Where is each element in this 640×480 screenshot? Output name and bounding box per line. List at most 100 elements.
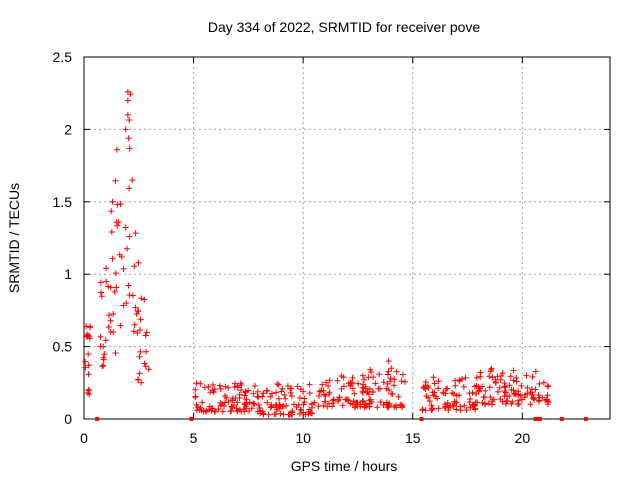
data-point (402, 378, 409, 385)
data-point (246, 407, 253, 414)
data-point (472, 406, 479, 413)
data-point (282, 395, 289, 402)
data-point (372, 380, 379, 387)
zero-value-marker (95, 417, 100, 421)
data-point (103, 265, 110, 272)
data-point (513, 375, 520, 382)
data-point (257, 407, 264, 414)
data-point (114, 201, 121, 208)
data-point (217, 385, 224, 392)
data-point (545, 383, 552, 390)
data-point (506, 382, 513, 389)
data-point (238, 382, 245, 389)
data-point (325, 382, 332, 389)
data-point (124, 88, 131, 95)
data-point (267, 404, 274, 411)
data-point (112, 270, 119, 277)
data-point (274, 380, 281, 387)
data-point (111, 288, 118, 295)
data-point (399, 371, 406, 378)
data-point (143, 329, 150, 336)
data-point (517, 392, 524, 399)
data-point (246, 399, 253, 406)
data-point (498, 372, 505, 379)
data-point (276, 402, 283, 409)
data-point (380, 402, 387, 409)
data-point (325, 400, 332, 407)
data-point (129, 177, 136, 184)
data-point (388, 390, 395, 397)
data-point (499, 370, 506, 377)
data-point (469, 389, 476, 396)
data-point (308, 400, 315, 407)
data-point (326, 391, 333, 398)
data-point (110, 310, 117, 317)
data-point (112, 177, 119, 184)
data-point (306, 406, 313, 413)
data-point (126, 292, 133, 299)
data-point (492, 379, 499, 386)
data-point (217, 402, 224, 409)
data-point (349, 379, 356, 386)
data-point (347, 400, 354, 407)
zero-value-marker (537, 417, 542, 421)
data-point (260, 410, 267, 417)
data-point (486, 384, 493, 391)
data-point (123, 300, 130, 307)
data-point (462, 374, 469, 381)
data-point (107, 317, 114, 324)
data-point (109, 255, 116, 262)
data-point (197, 404, 204, 411)
data-point (242, 388, 249, 395)
data-point (441, 404, 448, 411)
data-point (434, 395, 441, 402)
data-point (508, 400, 515, 407)
data-point (489, 398, 496, 405)
data-point (487, 394, 494, 401)
data-point (307, 409, 314, 416)
data-point (107, 284, 114, 291)
data-point (306, 381, 313, 388)
data-point (529, 373, 536, 380)
data-point (98, 293, 105, 300)
data-point (461, 402, 468, 409)
data-point (388, 365, 395, 372)
data-point (326, 377, 333, 384)
data-point (288, 385, 295, 392)
x-tick-label: 5 (190, 430, 198, 446)
data-point (475, 388, 482, 395)
data-point (502, 389, 509, 396)
data-point (444, 385, 451, 392)
data-point (138, 295, 145, 302)
data-point (340, 374, 347, 381)
data-point (136, 327, 143, 334)
data-point (532, 368, 539, 375)
data-point (101, 351, 108, 358)
data-point (523, 372, 530, 379)
data-point (473, 374, 480, 381)
data-point (117, 322, 124, 329)
data-point (435, 385, 442, 392)
data-point (108, 208, 115, 215)
data-point (232, 395, 239, 402)
data-point (487, 368, 494, 375)
data-point (268, 403, 275, 410)
data-point (359, 372, 366, 379)
data-point (251, 401, 258, 408)
data-point (296, 395, 303, 402)
data-point (242, 403, 249, 410)
data-point (298, 406, 305, 413)
data-point (518, 382, 525, 389)
data-point (377, 398, 384, 405)
data-point (350, 397, 357, 404)
data-point (445, 407, 452, 414)
data-point (544, 397, 551, 404)
data-point (453, 406, 460, 413)
x-tick-label: 0 (80, 430, 88, 446)
axis-ticks: 0 5 10 15 20 0 0.5 1 1.5 2 2.5 (53, 49, 610, 446)
data-point (383, 400, 390, 407)
data-point (383, 385, 390, 392)
data-point (419, 407, 426, 414)
data-point (366, 385, 373, 392)
data-point (281, 391, 288, 398)
